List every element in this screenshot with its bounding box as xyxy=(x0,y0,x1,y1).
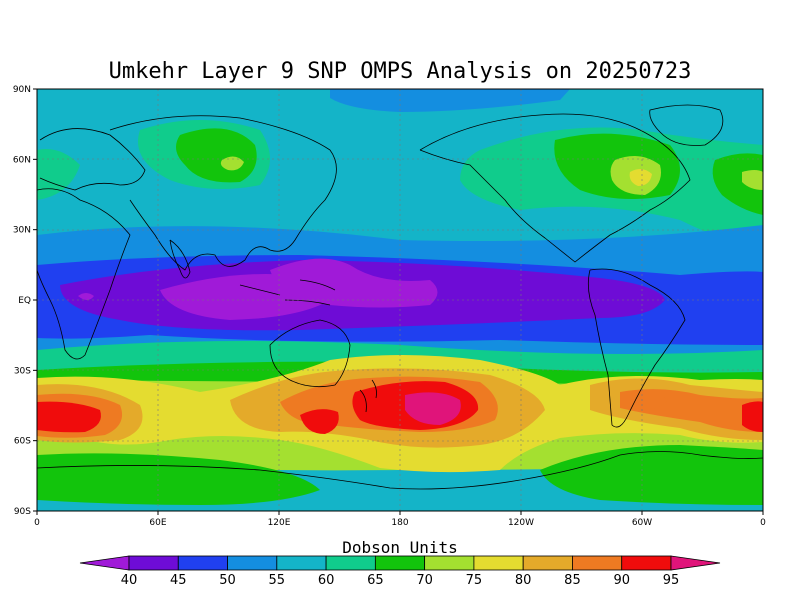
antarctic-green-east xyxy=(540,445,763,505)
south-red-east xyxy=(742,401,763,432)
graticule xyxy=(37,89,763,511)
lat-tick-label: EQ xyxy=(18,296,31,306)
colorbar-level-label: 95 xyxy=(663,573,680,588)
lon-tick-label: 0 xyxy=(34,518,40,528)
europe-green-region xyxy=(712,153,763,215)
coastlines xyxy=(37,104,763,490)
colorbar-level-label: 55 xyxy=(269,573,286,588)
colorbar-low-arrow xyxy=(79,555,130,571)
coast-africa xyxy=(37,188,131,360)
colorbar-segment xyxy=(227,555,278,571)
lat-tick-label: 90N xyxy=(13,85,31,95)
coast-south-america xyxy=(587,268,686,428)
colorbar-title: Dobson Units xyxy=(342,538,458,557)
lon-tick-label: 120E xyxy=(268,518,291,528)
latitude-ticks: 90N 60N 30N EQ 30S 60S 90S xyxy=(13,85,37,517)
colorbar-segment xyxy=(572,555,623,571)
lon-tick-label: 180 xyxy=(391,518,408,528)
colorbar-level-label: 85 xyxy=(564,573,581,588)
coast-asia xyxy=(109,115,337,271)
coast-north-america xyxy=(419,113,691,263)
colorbar-level-label: 65 xyxy=(367,573,384,588)
colorbar-high-arrow xyxy=(670,555,721,571)
lon-tick-label: 60W xyxy=(632,518,652,528)
south-magenta-core xyxy=(405,392,461,425)
arctic-blue-region xyxy=(330,89,570,112)
coast-greenland xyxy=(649,104,724,146)
colorbar-level-label: 45 xyxy=(170,573,187,588)
europe-lime-spot xyxy=(742,170,763,190)
lon-tick-label: 0 xyxy=(760,518,766,528)
lat-tick-label: 30S xyxy=(14,366,31,376)
colorbar-level-label: 75 xyxy=(466,573,483,588)
colorbar-level-label: 80 xyxy=(515,573,532,588)
colorbar-level-label: 70 xyxy=(416,573,433,588)
longitude-ticks: 0 60E 120E 180 120W 60W 0 xyxy=(34,511,766,528)
colorbar: 40 45 50 55 60 65 70 75 80 85 90 95 xyxy=(79,555,721,588)
west-edge-green xyxy=(37,149,80,200)
coast-europe xyxy=(39,128,146,191)
colorbar-segment xyxy=(276,555,327,571)
colorbar-segment xyxy=(424,555,475,571)
colorbar-segment xyxy=(473,555,524,571)
na-yellow-spot xyxy=(629,168,652,186)
colorbar-segment xyxy=(374,555,426,571)
map-title: Umkehr Layer 9 SNP OMPS Analysis on 2025… xyxy=(109,59,692,84)
antarctic-green-west xyxy=(37,453,320,505)
coast-indonesia xyxy=(239,279,336,306)
colorbar-segment xyxy=(177,555,228,571)
tropical-purple-2 xyxy=(270,258,438,308)
colorbar-level-label: 90 xyxy=(613,573,630,588)
colorbar-level-label: 40 xyxy=(121,573,138,588)
colorbar-level-label: 60 xyxy=(318,573,335,588)
colorbar-segment xyxy=(522,555,573,571)
coast-antarctica xyxy=(37,451,763,490)
tropical-purple-3 xyxy=(78,293,94,300)
coast-australia xyxy=(269,319,351,388)
lat-tick-label: 90S xyxy=(14,507,31,517)
lon-tick-label: 120W xyxy=(508,518,534,528)
colorbar-level-label: 50 xyxy=(219,573,236,588)
coast-newzealand xyxy=(359,379,377,413)
colorbar-segment xyxy=(128,555,179,571)
lat-tick-label: 30N xyxy=(13,226,31,236)
lat-tick-label: 60S xyxy=(14,437,31,447)
south-red-west xyxy=(37,401,101,433)
lon-tick-label: 60E xyxy=(149,518,166,528)
siberia-lime-spot xyxy=(220,156,244,171)
south-red-spot-2 xyxy=(300,409,339,434)
colorbar-segment xyxy=(325,555,376,571)
lat-tick-label: 60N xyxy=(13,155,31,165)
coast-india xyxy=(169,239,191,279)
colorbar-segment xyxy=(621,555,672,571)
